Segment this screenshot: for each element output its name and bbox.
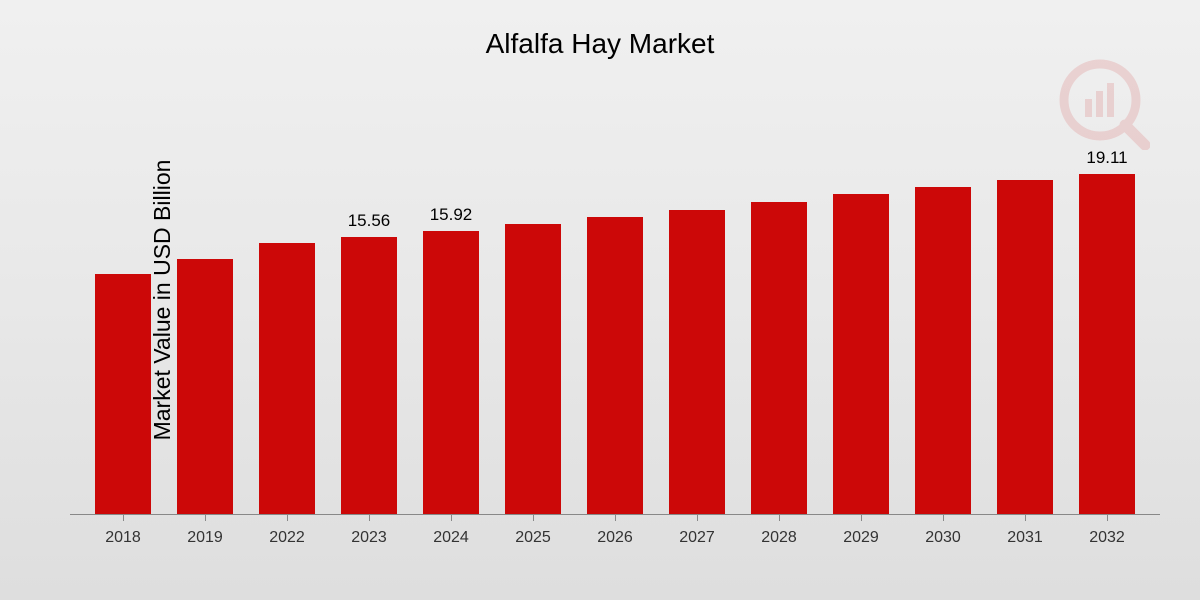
x-tick: 2027: [669, 515, 725, 547]
x-tick-label: 2026: [597, 529, 633, 547]
bar-wrap: [915, 181, 971, 514]
bar-value-label: 15.92: [430, 205, 473, 225]
x-tick: 2032: [1079, 515, 1135, 547]
x-tick: 2026: [587, 515, 643, 547]
bar-wrap: 15.56: [341, 211, 397, 514]
bar-value-label: 19.11: [1086, 148, 1127, 168]
x-tick: 2018: [95, 515, 151, 547]
bar: [669, 210, 725, 514]
x-tick-mark: [697, 515, 698, 521]
x-tick: 2028: [751, 515, 807, 547]
x-tick-mark: [533, 515, 534, 521]
x-tick-label: 2019: [187, 529, 223, 547]
x-tick-label: 2031: [1007, 529, 1043, 547]
bar-wrap: [177, 253, 233, 514]
plot-area: 15.56 15.92 19.11: [70, 150, 1160, 515]
x-tick-label: 2029: [843, 529, 879, 547]
x-tick-label: 2030: [925, 529, 961, 547]
chart-title: Alfalfa Hay Market: [0, 0, 1200, 60]
bar-value-label: 15.56: [348, 211, 391, 231]
bar-wrap: [505, 218, 561, 514]
bar-wrap: [751, 196, 807, 514]
x-tick-label: 2027: [679, 529, 715, 547]
x-tick-mark: [861, 515, 862, 521]
bar: [423, 231, 479, 514]
x-tick-label: 2024: [433, 529, 469, 547]
x-tick-label: 2018: [105, 529, 141, 547]
bar: [915, 187, 971, 514]
bar: [997, 180, 1053, 514]
bar: [833, 194, 889, 514]
bar: [341, 237, 397, 514]
x-tick-label: 2028: [761, 529, 797, 547]
x-tick-label: 2023: [351, 529, 387, 547]
x-tick-mark: [369, 515, 370, 521]
bar-wrap: [833, 188, 889, 514]
x-tick-mark: [123, 515, 124, 521]
watermark-logo-icon: [1055, 55, 1150, 155]
x-tick: 2023: [341, 515, 397, 547]
x-tick: 2031: [997, 515, 1053, 547]
bar-wrap: [587, 211, 643, 514]
x-axis: 2018 2019 2022 2023 2024 2025 2026 2027 2028 2029…: [70, 515, 1160, 547]
bars-container: 15.56 15.92 19.11: [70, 150, 1160, 514]
bar-wrap: [669, 204, 725, 514]
bar: [177, 259, 233, 514]
x-tick: 2024: [423, 515, 479, 547]
x-tick-mark: [287, 515, 288, 521]
bar: [259, 243, 315, 514]
x-tick: 2029: [833, 515, 889, 547]
bar-wrap: [997, 174, 1053, 514]
x-tick: 2022: [259, 515, 315, 547]
bar: [505, 224, 561, 514]
x-tick-mark: [1107, 515, 1108, 521]
x-tick-label: 2025: [515, 529, 551, 547]
x-tick-mark: [205, 515, 206, 521]
bar-wrap: 19.11: [1079, 148, 1135, 514]
x-tick-mark: [615, 515, 616, 521]
x-tick-mark: [943, 515, 944, 521]
bar: [587, 217, 643, 514]
x-tick-mark: [1025, 515, 1026, 521]
x-tick-mark: [779, 515, 780, 521]
x-tick-label: 2032: [1089, 529, 1125, 547]
x-tick-mark: [451, 515, 452, 521]
bar: [751, 202, 807, 514]
bar-wrap: [259, 237, 315, 514]
bar: [95, 274, 151, 514]
bar-wrap: 15.92: [423, 205, 479, 514]
bar: [1079, 174, 1135, 514]
x-tick-label: 2022: [269, 529, 305, 547]
x-tick: 2030: [915, 515, 971, 547]
bar-wrap: [95, 268, 151, 514]
x-tick: 2019: [177, 515, 233, 547]
x-tick: 2025: [505, 515, 561, 547]
